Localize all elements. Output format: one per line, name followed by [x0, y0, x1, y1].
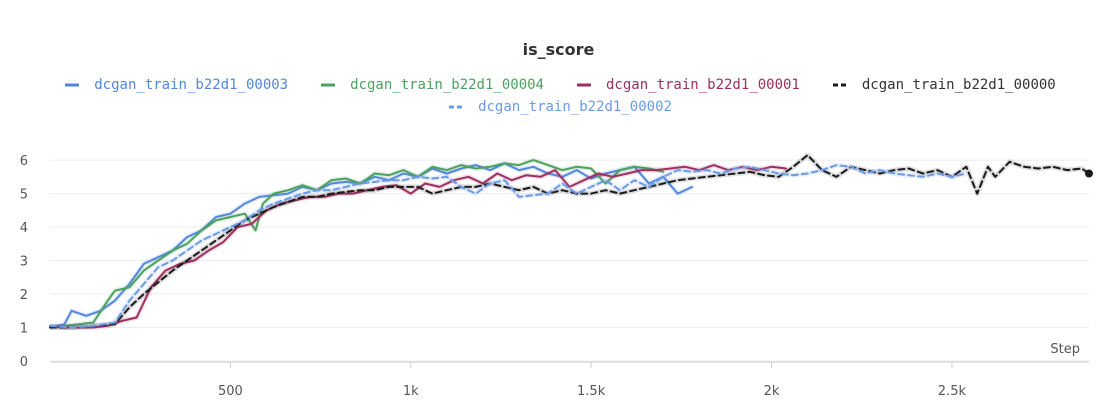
series-line-0 [49, 162, 694, 329]
y-tick-label: 5 [20, 188, 28, 203]
legend-label: dcgan_train_b22d1_00001 [606, 77, 800, 93]
y-tick-label: 0 [20, 355, 28, 370]
y-tick-label: 6 [20, 154, 28, 169]
series-band-3 [50, 152, 1091, 330]
x-tick-label: 1k [403, 384, 419, 399]
series-line-1 [49, 159, 665, 329]
legend-label: dcgan_train_b22d1_00000 [861, 77, 1056, 93]
legend-entry[interactable]: dcgan_train_b22d1_00003 [64, 74, 288, 96]
x-tick-label: 2.5k [938, 384, 967, 399]
legend-entry[interactable]: dcgan_train_b22d1_00001 [576, 74, 800, 96]
series-line-3 [49, 154, 1090, 329]
y-tick-label: 3 [20, 255, 28, 270]
legend-label: dcgan_train_b22d1_00002 [478, 99, 672, 115]
y-tick-label: 4 [20, 221, 28, 236]
legend-swatch [321, 83, 336, 87]
y-tick-label: 1 [20, 322, 28, 337]
chart-title: is_score [522, 40, 595, 59]
legend-entry[interactable]: dcgan_train_b22d1_00004 [320, 74, 544, 96]
y-tick-label: 2 [20, 288, 28, 303]
series-line-4 [49, 164, 968, 329]
legend-entry[interactable]: dcgan_train_b22d1_00002 [448, 96, 672, 118]
x-tick-label: 500 [218, 384, 243, 399]
legend-swatch [449, 105, 464, 109]
x-tick-label: 2k [764, 384, 780, 399]
legend-label: dcgan_train_b22d1_00003 [94, 77, 289, 93]
legend-swatch [65, 83, 80, 87]
legend-swatch [577, 83, 591, 87]
legend-entry[interactable]: dcgan_train_b22d1_00000 [832, 74, 1056, 96]
series-end-marker [1085, 169, 1093, 178]
legend: dcgan_train_b22d1_00003 dcgan_train_b22d1… [20, 74, 1100, 118]
legend-swatch [832, 83, 847, 87]
x-axis-label: Step [1050, 342, 1080, 357]
legend-label: dcgan_train_b22d1_00004 [350, 77, 544, 93]
series-line-2 [49, 164, 787, 329]
x-tick-label: 1.5k [577, 384, 606, 399]
